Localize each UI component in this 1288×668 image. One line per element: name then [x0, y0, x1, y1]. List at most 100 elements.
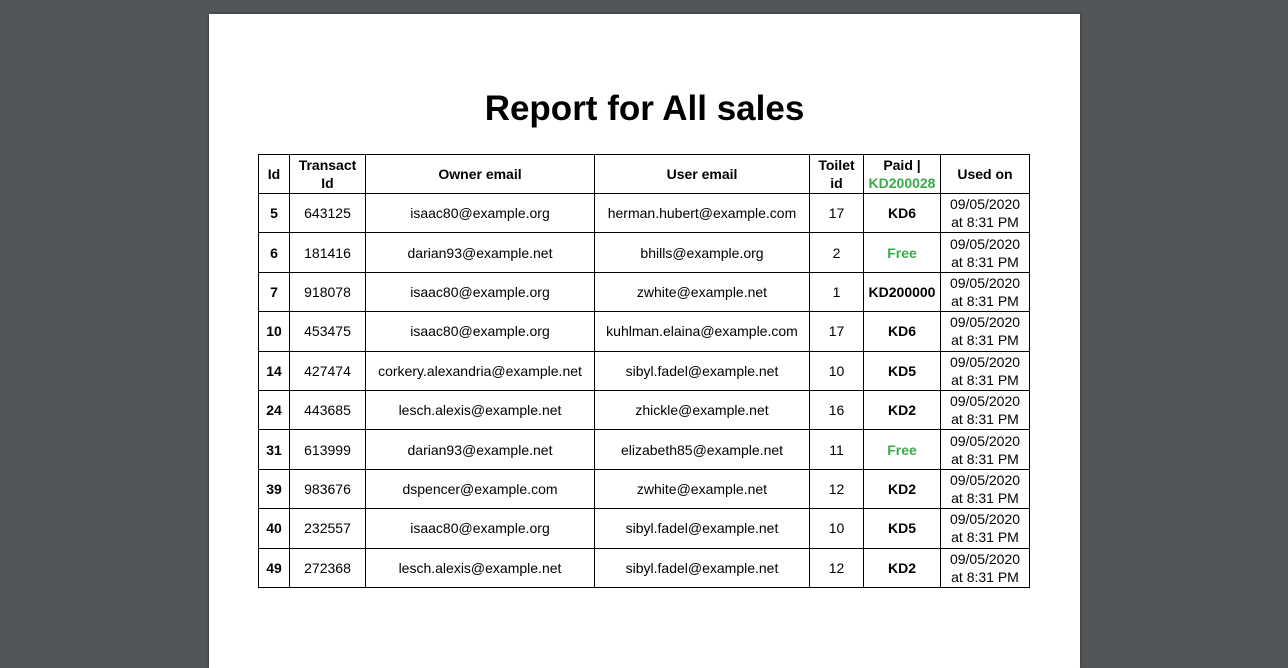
header-toilet-line2: id	[830, 175, 843, 191]
cell-paid: Free	[863, 232, 941, 273]
used-date: 09/05/2020	[949, 353, 1021, 370]
table-row: 14 427474 corkery.alexandria@example.net si…	[258, 350, 1030, 391]
cell-id: 10	[258, 311, 290, 352]
header-owner-email: Owner email	[365, 154, 595, 194]
cell-used-on: 09/05/2020 at 8:31 PM	[940, 429, 1030, 470]
cell-owner-email: isaac80@example.org	[365, 271, 595, 313]
cell-paid: KD5	[863, 508, 941, 549]
cell-toilet-id: 16	[809, 389, 864, 431]
cell-transact-id: 643125	[289, 192, 366, 234]
table-row: 5 643125 isaac80@example.org herman.hubert@…	[258, 192, 1030, 234]
cell-transact-id: 272368	[289, 547, 366, 588]
cell-toilet-id: 10	[809, 350, 864, 391]
cell-used-on: 09/05/2020 at 8:31 PM	[940, 468, 1030, 510]
used-date: 09/05/2020	[949, 393, 1021, 410]
cell-id: 6	[258, 232, 290, 273]
cell-owner-email: isaac80@example.org	[365, 192, 595, 234]
cell-transact-id: 443685	[289, 389, 366, 431]
cell-user-email: zwhite@example.net	[594, 271, 810, 313]
table-row: 49 272368 lesch.alexis@example.net sibyl.fa…	[258, 547, 1030, 588]
used-time: at 8:31 PM	[951, 489, 1019, 506]
cell-owner-email: lesch.alexis@example.net	[365, 547, 595, 588]
cell-id: 49	[258, 547, 290, 588]
cell-paid: KD2	[863, 468, 941, 510]
table-row: 6 181416 darian93@example.net bhills@exampl…	[258, 232, 1030, 273]
used-time: at 8:31 PM	[951, 371, 1019, 388]
cell-user-email: zhickle@example.net	[594, 389, 810, 431]
cell-used-on: 09/05/2020 at 8:31 PM	[940, 192, 1030, 234]
cell-owner-email: lesch.alexis@example.net	[365, 389, 595, 431]
sales-table: Id Transact Id Owner email User email Toi…	[258, 154, 1030, 588]
table-body: 5 643125 isaac80@example.org herman.hubert@…	[258, 192, 1030, 588]
used-time: at 8:31 PM	[951, 411, 1019, 428]
cell-transact-id: 613999	[289, 429, 366, 470]
cell-paid: KD2	[863, 547, 941, 588]
cell-used-on: 09/05/2020 at 8:31 PM	[940, 232, 1030, 273]
cell-paid: KD6	[863, 192, 941, 234]
cell-transact-id: 427474	[289, 350, 366, 391]
cell-owner-email: dspencer@example.com	[365, 468, 595, 510]
used-date: 09/05/2020	[949, 511, 1021, 528]
table-row: 10 453475 isaac80@example.org kuhlman.elain…	[258, 311, 1030, 352]
cell-used-on: 09/05/2020 at 8:31 PM	[940, 508, 1030, 549]
cell-used-on: 09/05/2020 at 8:31 PM	[940, 547, 1030, 588]
header-paid-total: KD200028	[868, 175, 936, 191]
cell-toilet-id: 17	[809, 192, 864, 234]
cell-used-on: 09/05/2020 at 8:31 PM	[940, 311, 1030, 352]
used-date: 09/05/2020	[949, 471, 1021, 488]
cell-owner-email: darian93@example.net	[365, 429, 595, 470]
cell-user-email: sibyl.fadel@example.net	[594, 508, 810, 549]
cell-used-on: 09/05/2020 at 8:31 PM	[940, 350, 1030, 391]
cell-toilet-id: 12	[809, 547, 864, 588]
cell-paid: KD200000	[863, 271, 941, 313]
header-user-email: User email	[594, 154, 810, 194]
header-transact-id: Transact Id	[289, 154, 366, 194]
cell-id: 7	[258, 271, 290, 313]
cell-transact-id: 181416	[289, 232, 366, 273]
used-time: at 8:31 PM	[951, 568, 1019, 585]
cell-paid: KD5	[863, 350, 941, 391]
used-time: at 8:31 PM	[951, 292, 1019, 309]
table-row: 40 232557 isaac80@example.org sibyl.fadel@e…	[258, 508, 1030, 549]
header-transact-line1: Transact	[298, 157, 357, 173]
cell-user-email: elizabeth85@example.net	[594, 429, 810, 470]
cell-id: 24	[258, 389, 290, 431]
cell-toilet-id: 1	[809, 271, 864, 313]
cell-toilet-id: 11	[809, 429, 864, 470]
cell-paid: KD6	[863, 311, 941, 352]
cell-owner-email: isaac80@example.org	[365, 508, 595, 549]
cell-transact-id: 453475	[289, 311, 366, 352]
cell-id: 40	[258, 508, 290, 549]
used-time: at 8:31 PM	[951, 450, 1019, 467]
table-header-row: Id Transact Id Owner email User email Toi…	[258, 154, 1030, 194]
cell-toilet-id: 2	[809, 232, 864, 273]
cell-user-email: herman.hubert@example.com	[594, 192, 810, 234]
used-time: at 8:31 PM	[951, 214, 1019, 231]
cell-owner-email: darian93@example.net	[365, 232, 595, 273]
table-row: 24 443685 lesch.alexis@example.net zhickle@…	[258, 389, 1030, 431]
used-date: 09/05/2020	[949, 274, 1021, 291]
used-date: 09/05/2020	[949, 314, 1021, 331]
used-date: 09/05/2020	[949, 550, 1021, 567]
cell-user-email: kuhlman.elaina@example.com	[594, 311, 810, 352]
cell-id: 39	[258, 468, 290, 510]
cell-toilet-id: 10	[809, 508, 864, 549]
cell-user-email: bhills@example.org	[594, 232, 810, 273]
report-page: Report for All sales Id Transact Id Owner…	[209, 14, 1080, 668]
cell-toilet-id: 12	[809, 468, 864, 510]
used-time: at 8:31 PM	[951, 332, 1019, 349]
used-time: at 8:31 PM	[951, 529, 1019, 546]
table-row: 31 613999 darian93@example.net elizabeth85@…	[258, 429, 1030, 470]
cell-used-on: 09/05/2020 at 8:31 PM	[940, 389, 1030, 431]
cell-owner-email: isaac80@example.org	[365, 311, 595, 352]
used-date: 09/05/2020	[949, 432, 1021, 449]
cell-user-email: zwhite@example.net	[594, 468, 810, 510]
used-date: 09/05/2020	[949, 235, 1021, 252]
cell-transact-id: 918078	[289, 271, 366, 313]
table-row: 7 918078 isaac80@example.org zwhite@example…	[258, 271, 1030, 313]
cell-paid: KD2	[863, 389, 941, 431]
cell-owner-email: corkery.alexandria@example.net	[365, 350, 595, 391]
header-transact-line2: Id	[321, 175, 334, 191]
page-title: Report for All sales	[484, 89, 805, 128]
